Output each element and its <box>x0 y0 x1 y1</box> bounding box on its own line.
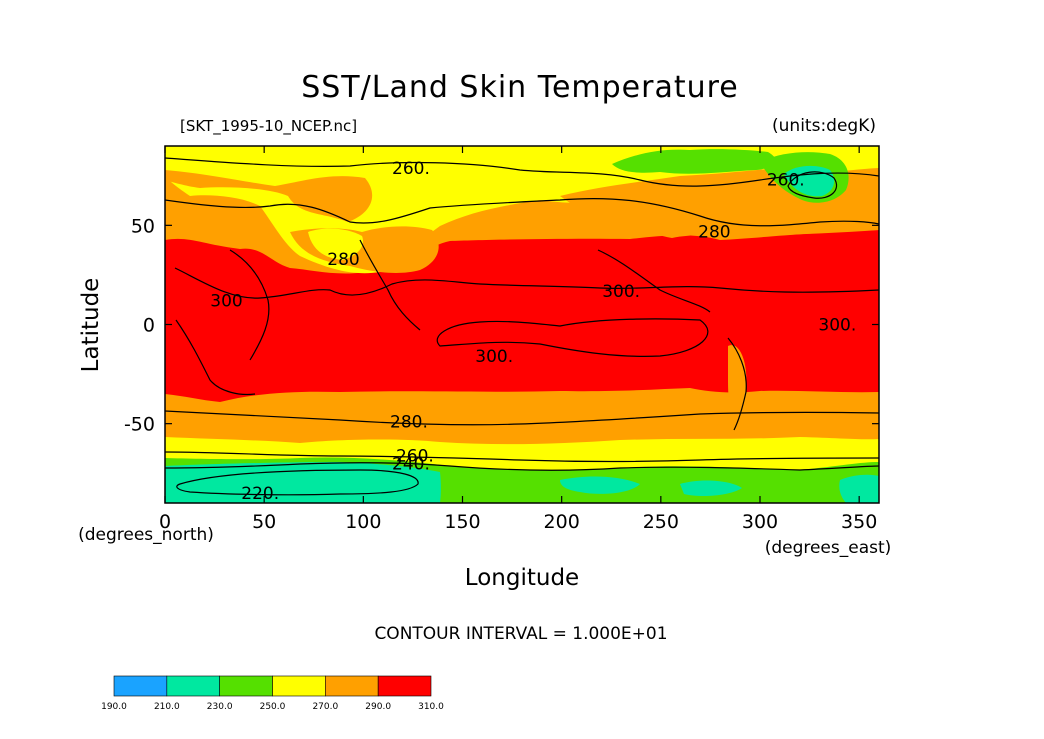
band-270-290-north-land <box>165 170 373 222</box>
x-tick-label: 50 <box>252 511 276 533</box>
x-tick-label: 100 <box>345 511 381 533</box>
contour-label: 260. <box>396 446 434 466</box>
colorbar-tick-label: 270.0 <box>312 702 338 712</box>
colorbar-swatch <box>377 675 432 697</box>
colorbar-swatch <box>325 675 379 697</box>
colorbar-tick-label: 190.0 <box>101 702 127 712</box>
chart-title: SST/Land Skin Temperature <box>301 70 739 105</box>
contour-label: 300. <box>475 347 513 367</box>
contour-label: 260. <box>392 159 430 179</box>
band-250-270-asia-interior <box>308 228 364 260</box>
x-ticks: 0 50 100 150 200 250 300 350 <box>159 146 877 533</box>
band-210-230-antarctica-east <box>560 476 640 494</box>
x-tick-label: 250 <box>643 511 679 533</box>
y-tick-label: -50 <box>124 414 155 436</box>
colorbar-swatch <box>113 675 168 697</box>
temperature-field <box>165 146 879 503</box>
contour-label: 280 <box>698 222 730 242</box>
y-tick-label: 50 <box>131 215 155 237</box>
band-210-230-antarctica-west <box>839 474 879 503</box>
contour-label: 300. <box>818 316 856 336</box>
band-290-310 <box>165 230 879 402</box>
y-axis-title: Latitude <box>78 278 104 373</box>
contour-label: 260. <box>767 171 805 191</box>
colorbar: 190.0 210.0 230.0 250.0 270.0 290.0 310.0 <box>101 675 444 712</box>
contour-lines <box>165 157 879 496</box>
x-tick-label: 200 <box>544 511 580 533</box>
file-label: [SKT_1995-10_NCEP.nc] <box>180 117 357 136</box>
colorbar-tick-label: 250.0 <box>260 702 286 712</box>
contour-label: 300. <box>602 282 640 302</box>
colorbar-swatch <box>166 675 220 697</box>
contour-label: 280 <box>327 250 359 270</box>
colorbar-swatch <box>219 675 273 697</box>
x-units-label: (degrees_east) <box>765 538 892 558</box>
x-tick-label: 300 <box>742 511 778 533</box>
units-label: (units:degK) <box>772 116 876 136</box>
colorbar-tick-label: 210.0 <box>154 702 180 712</box>
x-tick-label: 350 <box>841 511 877 533</box>
band-210-230-antarctica-east2 <box>680 480 742 496</box>
colorbar-tick-label: 290.0 <box>365 702 391 712</box>
contour-interval-note: CONTOUR INTERVAL = 1.000E+01 <box>374 624 667 644</box>
x-axis-title: Longitude <box>465 565 579 591</box>
contour-label: 280. <box>390 413 428 433</box>
y-ticks: -50 0 50 <box>124 215 879 436</box>
contour-label: 240. <box>392 454 430 474</box>
contour-label: 300 <box>210 292 242 312</box>
x-tick-label: 150 <box>444 511 480 533</box>
x-tick-label: 0 <box>159 511 171 533</box>
band-230-250-arctic <box>612 149 776 174</box>
y-units-label: (degrees_north) <box>78 525 214 545</box>
contour-label: 220. <box>241 484 279 504</box>
colorbar-swatch <box>272 675 326 697</box>
colorbar-tick-label: 230.0 <box>207 702 233 712</box>
y-tick-label: 0 <box>143 315 155 337</box>
band-290-310-australia <box>430 346 473 372</box>
colorbar-tick-label: 310.0 <box>418 702 444 712</box>
